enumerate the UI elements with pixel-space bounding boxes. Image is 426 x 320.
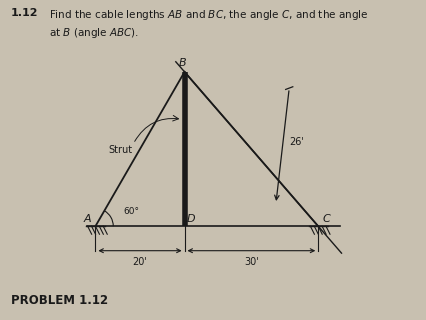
Text: D: D — [186, 214, 195, 224]
Text: 26': 26' — [288, 137, 303, 147]
Text: 60°: 60° — [123, 207, 139, 216]
Text: 20': 20' — [132, 257, 147, 268]
Text: PROBLEM 1.12: PROBLEM 1.12 — [11, 294, 107, 307]
Text: 30': 30' — [243, 257, 258, 268]
Text: C: C — [322, 214, 330, 224]
Text: A: A — [83, 214, 91, 224]
Text: B: B — [178, 58, 186, 68]
Text: at $B$ (angle $ABC$).: at $B$ (angle $ABC$). — [49, 26, 139, 40]
Text: Strut: Strut — [109, 146, 132, 156]
Text: Find the cable lengths $AB$ and $BC$, the angle $C$, and the angle: Find the cable lengths $AB$ and $BC$, th… — [49, 8, 368, 22]
Text: 1.12: 1.12 — [11, 8, 38, 18]
